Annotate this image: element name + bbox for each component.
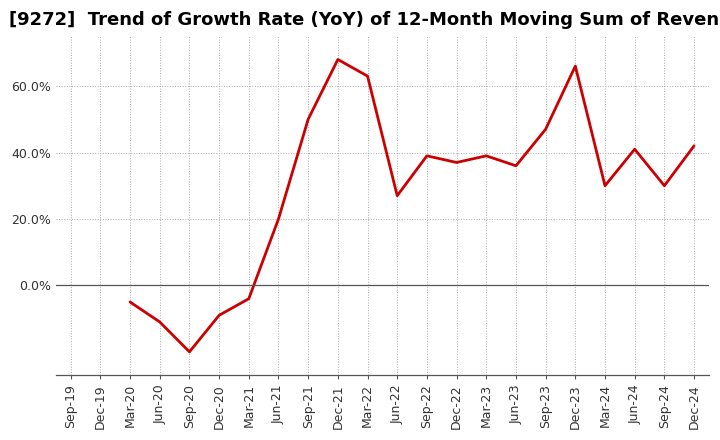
Title: [9272]  Trend of Growth Rate (YoY) of 12-Month Moving Sum of Revenues: [9272] Trend of Growth Rate (YoY) of 12-… [9, 11, 720, 29]
